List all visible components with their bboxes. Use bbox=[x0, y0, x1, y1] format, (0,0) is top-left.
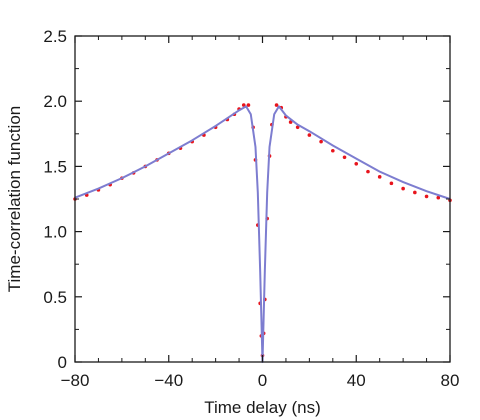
y-axis: 0 0.5 1.0 1.5 2.0 2.5 bbox=[43, 27, 450, 372]
data-point bbox=[295, 125, 300, 130]
x-axis-title: Time delay (ns) bbox=[204, 398, 321, 417]
plot-area bbox=[73, 103, 452, 363]
x-axis: −80 −40 0 40 80 bbox=[61, 36, 460, 390]
data-point bbox=[389, 181, 394, 186]
data-point bbox=[401, 186, 405, 191]
data-point bbox=[307, 133, 312, 137]
data-point bbox=[436, 195, 441, 200]
data-point bbox=[319, 139, 323, 144]
data-point bbox=[331, 148, 335, 153]
plot-frame bbox=[74, 35, 451, 363]
data-point bbox=[274, 103, 279, 107]
y-tick-label: 0.5 bbox=[43, 288, 67, 307]
data-point bbox=[288, 120, 293, 124]
y-tick-label: 2.0 bbox=[43, 92, 67, 111]
data-point bbox=[413, 190, 417, 195]
data-point bbox=[246, 103, 251, 107]
data-point bbox=[424, 194, 429, 199]
fit-curve bbox=[74, 105, 451, 363]
x-tick-label: −80 bbox=[61, 371, 90, 390]
x-tick-label: −40 bbox=[154, 371, 183, 390]
x-tick-label: 0 bbox=[258, 371, 267, 390]
data-point bbox=[354, 161, 359, 166]
x-tick-label: 40 bbox=[347, 371, 366, 390]
y-tick-label: 1.0 bbox=[43, 223, 67, 242]
y-tick-label: 1.5 bbox=[43, 157, 67, 176]
y-axis-title: Time-correlation function bbox=[5, 106, 24, 292]
data-point bbox=[241, 103, 246, 107]
data-point bbox=[377, 175, 382, 179]
data-point bbox=[342, 155, 347, 160]
y-tick-label: 2.5 bbox=[43, 27, 67, 46]
data-point bbox=[366, 169, 370, 174]
y-tick-label: 0 bbox=[58, 353, 67, 372]
x-tick-label: 80 bbox=[441, 371, 460, 390]
